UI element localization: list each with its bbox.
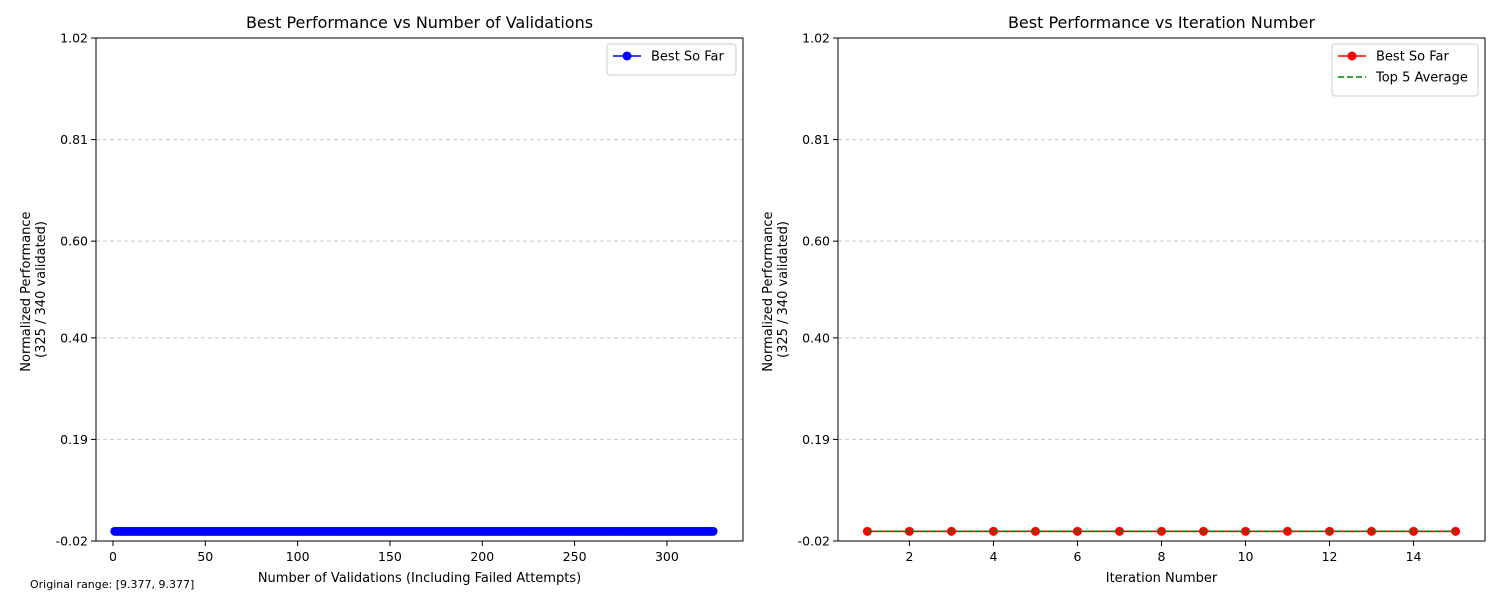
- x-tick-label: 150: [378, 549, 402, 564]
- x-tick-label: 300: [655, 549, 679, 564]
- legend-box: [606, 43, 737, 76]
- y-tick-label: 0.19: [802, 432, 830, 447]
- x-axis-label: Iteration Number: [1106, 571, 1218, 586]
- y-axis-label-line-1: Normalized Performance: [761, 211, 776, 371]
- chart-title: Best Performance vs Number of Validation…: [246, 13, 593, 32]
- y-tick-label: 0.60: [60, 234, 88, 249]
- y-tick-label: 0.81: [60, 132, 88, 147]
- y-axis-label: Normalized Performance (325 / 340 valida…: [19, 207, 49, 371]
- chart-validations: -0.02 0.19 0.40 0.60 0.81 1.02 0 50 100 150 200 250…: [19, 13, 744, 586]
- legend-marker: [1347, 51, 1357, 61]
- axis-ticks: -0.02 0.19 0.40 0.60 0.81 1.02 2 4 6 8 10 12 14: [798, 31, 1422, 565]
- y-tick-label: 0.40: [802, 330, 830, 345]
- x-tick-label: 200: [470, 549, 494, 564]
- legend-entry: Best So Far: [1376, 50, 1450, 65]
- legend: Best So Far: [606, 43, 737, 76]
- data-point: [1283, 526, 1293, 536]
- grid-lines: [838, 139, 1485, 440]
- y-axis-label-line-1: Normalized Performance: [19, 211, 34, 371]
- y-axis-label-line-2: (325 / 340 validated): [776, 221, 791, 358]
- y-axis-label-line-2: (325 / 340 validated): [34, 221, 49, 358]
- plot-frame: [95, 37, 744, 542]
- series-layer: [862, 526, 1461, 536]
- y-tick-label: 0.19: [60, 432, 88, 447]
- x-tick-label: 4: [989, 549, 997, 564]
- legend-entry: Best So Far: [651, 50, 725, 65]
- y-tick-label: -0.02: [56, 534, 88, 549]
- data-point: [1030, 526, 1040, 536]
- legend-box: [1331, 43, 1479, 97]
- chart-iterations: -0.02 0.19 0.40 0.60 0.81 1.02 2 4 6 8 10 12 14 Best…: [761, 13, 1486, 586]
- x-axis-label: Number of Validations (Including Failed …: [258, 571, 581, 586]
- y-tick-label: -0.02: [798, 534, 830, 549]
- x-tick-label: 12: [1322, 549, 1338, 564]
- y-tick-label: 0.60: [802, 234, 830, 249]
- x-tick-label: 100: [286, 549, 310, 564]
- series-layer: [110, 526, 718, 536]
- data-point: [904, 526, 914, 536]
- data-point: [1157, 526, 1166, 536]
- data-point: [708, 526, 718, 536]
- y-tick-label: 0.81: [802, 132, 830, 147]
- x-tick-label: 14: [1406, 549, 1422, 564]
- x-tick-label: 0: [109, 549, 117, 564]
- y-tick-label: 1.02: [802, 31, 830, 46]
- axis-ticks: -0.02 0.19 0.40 0.60 0.81 1.02 0 50 100 150 200 250…: [56, 31, 679, 565]
- chart-title: Best Performance vs Iteration Number: [1008, 13, 1316, 32]
- x-tick-label: 2: [905, 549, 913, 564]
- x-tick-label: 10: [1238, 549, 1254, 564]
- data-point: [1409, 526, 1419, 536]
- x-tick-label: 250: [563, 549, 587, 564]
- grid-lines: [96, 139, 743, 440]
- x-tick-label: 8: [1158, 549, 1166, 564]
- series-best-so-far: [110, 526, 718, 536]
- plot-frame: [837, 37, 1486, 542]
- y-tick-label: 0.40: [60, 330, 88, 345]
- x-tick-label: 6: [1073, 549, 1081, 564]
- legend-marker: [622, 51, 632, 61]
- legend: Best So Far Top 5 Average: [1331, 43, 1479, 97]
- legend-entry: Top 5 Average: [1375, 71, 1468, 86]
- y-axis-label: Normalized Performance (325 / 340 valida…: [761, 207, 791, 371]
- x-tick-label: 50: [197, 549, 213, 564]
- footnote: Original range: [9.377, 9.377]: [30, 578, 194, 591]
- y-tick-label: 1.02: [60, 31, 88, 46]
